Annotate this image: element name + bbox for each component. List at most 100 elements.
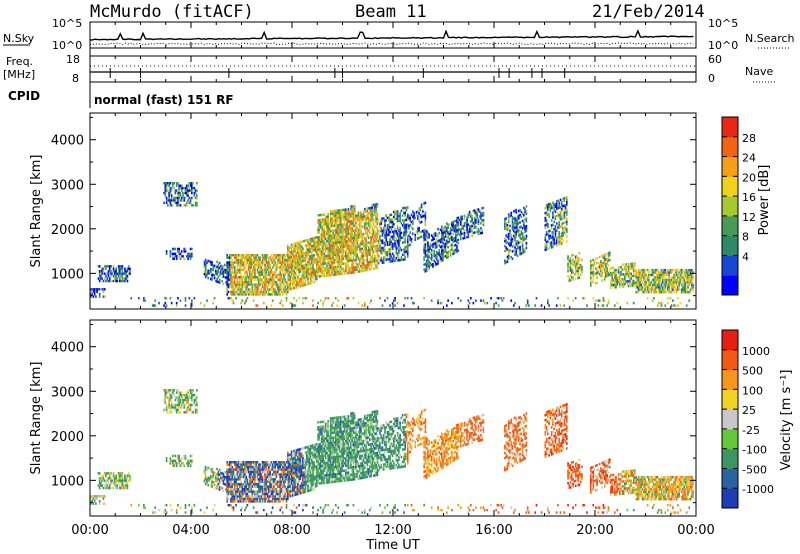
power-cell	[678, 281, 680, 284]
power-cell	[289, 246, 292, 249]
power-cell	[250, 266, 252, 269]
power-cell	[328, 256, 331, 260]
velocity-cell	[100, 481, 102, 485]
power-cell	[435, 240, 438, 244]
power-cell	[482, 206, 485, 210]
velocity-cell	[187, 462, 189, 465]
power-cell	[605, 262, 607, 266]
power-cell	[317, 238, 319, 242]
power-cell	[170, 204, 173, 207]
power-cell	[365, 268, 367, 272]
power-cell	[524, 208, 526, 211]
power-cell	[635, 286, 638, 289]
power-cell	[391, 225, 394, 229]
power-cell	[459, 220, 462, 224]
velocity-cell	[184, 398, 187, 402]
power-cell	[367, 214, 370, 217]
power-cell	[451, 248, 453, 251]
power-cell	[214, 270, 217, 273]
power-cell	[110, 265, 112, 268]
power-cell	[504, 244, 506, 248]
power-cell	[607, 301, 610, 305]
power-cell	[517, 229, 520, 232]
velocity-cell	[116, 479, 119, 482]
velocity-cell	[117, 474, 120, 478]
power-cell	[457, 227, 460, 230]
power-cell	[375, 225, 377, 228]
power-cell	[457, 221, 460, 224]
power-cell	[512, 244, 515, 248]
power-cell	[444, 250, 447, 253]
power-cell	[624, 280, 626, 283]
power-cell	[271, 299, 274, 302]
power-cell	[343, 220, 346, 224]
power-cell	[423, 246, 425, 249]
power-cell	[422, 215, 424, 218]
power-cell	[476, 211, 478, 214]
power-cell	[266, 256, 269, 259]
power-cell	[679, 278, 682, 282]
velocity-cell	[194, 398, 197, 402]
power-cell	[475, 213, 477, 217]
power-cell	[357, 243, 360, 246]
power-cell	[545, 204, 548, 207]
power-cell	[276, 273, 279, 277]
power-cell	[216, 260, 218, 264]
power-cell	[338, 267, 341, 271]
power-cell	[361, 213, 364, 216]
power-cell	[617, 278, 620, 281]
power-cell	[423, 229, 425, 232]
power-cell	[345, 215, 347, 219]
power-cell	[636, 281, 639, 284]
power-cell	[361, 237, 364, 241]
power-cell	[327, 269, 330, 272]
power-cell	[211, 275, 213, 279]
power-cell	[281, 256, 284, 259]
power-cell	[237, 261, 240, 264]
power-cell	[238, 263, 241, 267]
power-cell	[322, 220, 324, 224]
power-cell	[286, 249, 289, 252]
power-cell	[615, 271, 617, 274]
power-cell	[385, 251, 388, 254]
power-cell	[480, 214, 482, 218]
power-cell	[273, 280, 275, 284]
power-cell	[307, 275, 309, 278]
power-cell	[334, 209, 337, 213]
power-cell	[687, 276, 689, 279]
power-cell	[553, 237, 555, 241]
power-cell	[102, 288, 105, 291]
power-cell	[332, 253, 335, 257]
power-cell	[342, 216, 345, 219]
power-cell	[490, 296, 492, 300]
power-cell	[336, 255, 338, 259]
power-cell	[414, 236, 417, 239]
power-cell	[550, 206, 553, 210]
power-cell	[578, 259, 581, 262]
velocity-cell	[183, 403, 186, 407]
power-cell	[363, 207, 366, 211]
power-cell	[600, 262, 602, 266]
power-cell	[453, 239, 456, 243]
velocity-cell	[163, 398, 165, 402]
velocity-cell	[203, 479, 206, 483]
power-cell	[309, 245, 312, 248]
power-cell	[567, 255, 569, 258]
power-cell	[278, 293, 280, 296]
velocity-cell	[170, 401, 173, 404]
velocity-cell	[164, 398, 167, 402]
power-cell	[286, 281, 289, 284]
power-cell	[514, 236, 516, 239]
power-cell	[244, 278, 246, 281]
power-cell	[523, 206, 525, 210]
power-cell	[371, 208, 374, 212]
power-cell	[683, 278, 686, 282]
power-cell	[558, 243, 561, 246]
power-cell	[312, 264, 314, 267]
power-cell	[401, 207, 404, 210]
power-cell	[260, 266, 263, 269]
power-cell	[172, 184, 174, 187]
power-cell	[361, 254, 364, 258]
power-cell	[659, 276, 662, 279]
power-cell	[602, 256, 605, 260]
